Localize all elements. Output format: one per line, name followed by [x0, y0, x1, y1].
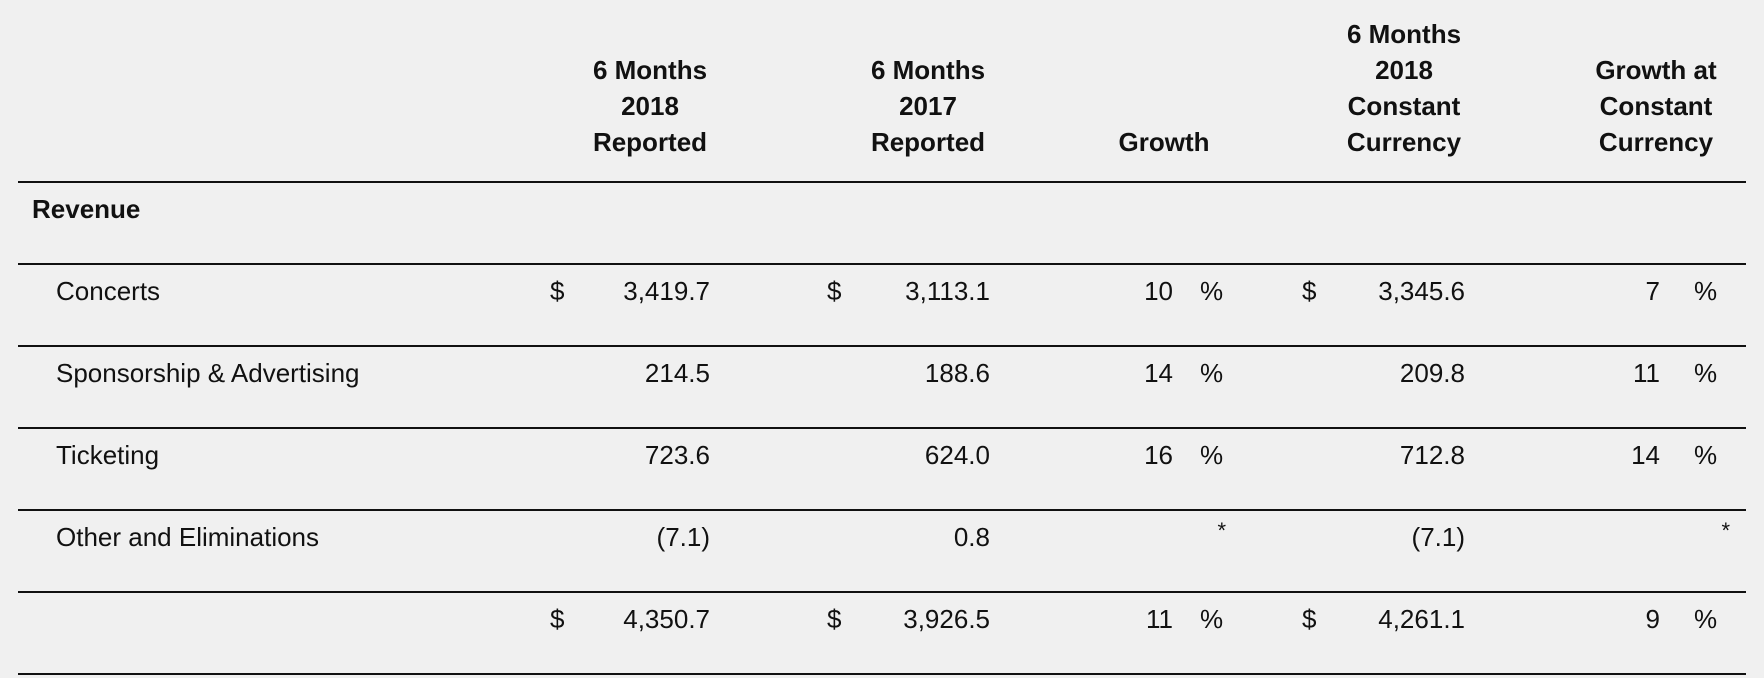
value-cell: 214.5	[644, 358, 710, 388]
currency-symbol: $	[550, 276, 565, 306]
header-line: 2017	[899, 91, 957, 121]
growth-value: 11	[1146, 604, 1173, 634]
value-cell: 723.6	[644, 440, 710, 470]
growth-value: 14	[1631, 440, 1660, 470]
row-label: Ticketing	[56, 440, 160, 470]
rule-row	[18, 509, 1746, 511]
header-line: 6 Months	[1346, 19, 1462, 49]
header-line: Constant	[1347, 91, 1461, 121]
header-line: Currency	[1598, 127, 1714, 157]
growth-value: 7	[1645, 276, 1660, 306]
growth-value: 16	[1144, 440, 1173, 470]
header-line: Currency	[1346, 127, 1462, 157]
header-line: Growth	[1118, 127, 1210, 157]
percent-symbol: %	[1694, 440, 1718, 470]
rule-header	[18, 181, 1746, 183]
currency-symbol: $	[550, 604, 565, 634]
header-line: Reported	[592, 127, 708, 157]
percent-symbol: %	[1200, 358, 1224, 388]
header-line: Constant	[1599, 91, 1713, 121]
growth-value: 11	[1633, 358, 1660, 388]
header-line: 2018	[1375, 55, 1433, 85]
rule-row	[18, 263, 1746, 265]
percent-symbol: %	[1200, 276, 1224, 306]
header-line: 6 Months	[870, 55, 986, 85]
value-cell: 3,113.1	[905, 276, 990, 306]
percent-symbol: %	[1200, 440, 1224, 470]
value-cell: 3,419.7	[623, 276, 710, 306]
currency-symbol: $	[1302, 604, 1317, 634]
value-cell: 3,345.6	[1378, 276, 1465, 306]
not-meaningful-marker: *	[1721, 518, 1730, 543]
value-cell: 188.6	[924, 358, 990, 388]
rule-row	[18, 345, 1746, 347]
value-cell: 624.0	[924, 440, 990, 470]
value-cell: 4,350.7	[623, 604, 710, 634]
row-label: Sponsorship & Advertising	[56, 358, 360, 388]
percent-symbol: %	[1200, 604, 1224, 634]
percent-symbol: %	[1694, 604, 1718, 634]
header-growth-constant-currency: Growth at Constant Currency	[1546, 0, 1764, 160]
value-cell: 3,926.5	[903, 604, 990, 634]
row-label: Other and Eliminations	[56, 522, 320, 552]
header-line: 2018	[621, 91, 679, 121]
rule-row	[18, 427, 1746, 429]
header-line: Growth at	[1595, 55, 1717, 85]
header-growth: Growth	[1064, 0, 1264, 160]
currency-symbol: $	[1302, 276, 1317, 306]
header-line: 6 Months	[592, 55, 708, 85]
value-cell: 4,261.1	[1378, 604, 1465, 634]
header-6m-2018-reported: 6 Months 2018 Reported	[540, 0, 760, 160]
growth-value: 14	[1144, 358, 1173, 388]
header-line: Reported	[870, 127, 986, 157]
value-cell: 712.8	[1399, 440, 1465, 470]
rule-bottom	[18, 673, 1746, 675]
growth-value: 10	[1144, 276, 1173, 306]
section-title-revenue: Revenue	[32, 194, 141, 224]
value-cell: 209.8	[1399, 358, 1465, 388]
value-cell: (7.1)	[1411, 522, 1465, 552]
percent-symbol: %	[1694, 276, 1718, 306]
not-meaningful-marker: *	[1217, 518, 1226, 543]
currency-symbol: $	[827, 276, 842, 306]
growth-value: 9	[1645, 604, 1660, 634]
rule-row	[18, 591, 1746, 593]
value-cell: (7.1)	[656, 522, 710, 552]
row-label: Concerts	[56, 276, 161, 306]
header-6m-2017-reported: 6 Months 2017 Reported	[818, 0, 1038, 160]
percent-symbol: %	[1694, 358, 1718, 388]
header-6m-2018-constant-currency: 6 Months 2018 Constant Currency	[1294, 0, 1514, 160]
currency-symbol: $	[827, 604, 842, 634]
value-cell: 0.8	[953, 522, 990, 552]
